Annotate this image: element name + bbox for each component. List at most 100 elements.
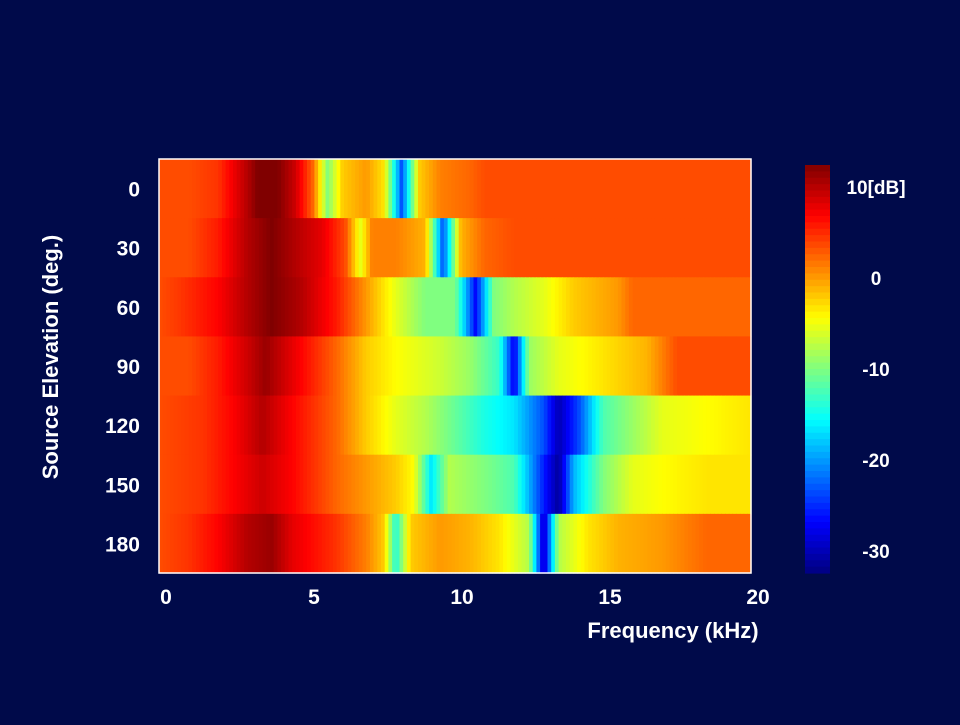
heatmap-cell <box>255 218 260 278</box>
heatmap-cell <box>377 513 382 574</box>
heatmap-cell <box>573 159 578 219</box>
heatmap-cell <box>384 395 389 456</box>
heatmap-cell <box>310 454 315 515</box>
heatmap-cell <box>540 454 545 515</box>
heatmap-cell <box>699 277 704 338</box>
heatmap-cell <box>347 513 352 574</box>
heatmap-cell <box>714 395 719 456</box>
colorbar-segment <box>805 324 830 332</box>
heatmap-cell <box>517 395 523 456</box>
heatmap-cell <box>625 159 630 219</box>
heatmap-cell <box>418 277 423 338</box>
heatmap-cell <box>506 218 512 278</box>
heatmap-cell <box>284 513 290 574</box>
colorbar-segment <box>805 432 830 440</box>
heatmap-cell <box>691 336 697 397</box>
heatmap-cell <box>632 513 637 574</box>
heatmap-cell <box>658 395 663 456</box>
heatmap-cell <box>462 336 467 397</box>
heatmap-cell <box>221 513 227 574</box>
heatmap-cell <box>617 513 623 574</box>
heatmap-cell <box>166 454 171 515</box>
heatmap-cell <box>514 513 519 574</box>
heatmap-cell <box>425 159 430 219</box>
heatmap-cell <box>473 336 478 397</box>
heatmap-cell <box>377 454 382 515</box>
heatmap-cell <box>621 454 626 515</box>
heatmap-cell <box>255 336 260 397</box>
heatmap-cell <box>540 218 545 278</box>
heatmap-cell <box>458 513 463 574</box>
heatmap-cell <box>332 454 338 515</box>
heatmap-cell <box>307 218 312 278</box>
heatmap-cell <box>455 395 460 456</box>
heatmap-cell <box>588 454 593 515</box>
heatmap-cell <box>614 218 619 278</box>
heatmap-cell <box>166 218 171 278</box>
heatmap-cell <box>432 159 438 219</box>
heatmap-cell <box>688 277 693 338</box>
heatmap-cell <box>414 159 419 219</box>
heatmap-cell <box>388 513 393 574</box>
heatmap-cell <box>277 513 282 574</box>
heatmap-cell <box>443 395 449 456</box>
colorbar-segment <box>805 216 830 223</box>
heatmap-cell <box>255 395 260 456</box>
heatmap-cell <box>173 336 179 397</box>
heatmap-cell <box>255 159 260 219</box>
heatmap-cell <box>714 159 719 219</box>
heatmap-cell <box>258 336 264 397</box>
heatmap-cell <box>369 395 375 456</box>
heatmap-cell <box>221 159 227 219</box>
heatmap-cell <box>603 454 608 515</box>
heatmap-cell <box>617 336 623 397</box>
heatmap-cell <box>225 454 230 515</box>
heatmap-cell <box>299 454 304 515</box>
heatmap-cell <box>680 218 685 278</box>
colorbar-segment <box>805 298 830 306</box>
colorbar-segment <box>805 260 830 268</box>
heatmap-cell <box>628 336 634 397</box>
heatmap-cell <box>543 277 549 338</box>
heatmap-cell <box>199 218 204 278</box>
heatmap-cell <box>669 336 674 397</box>
heatmap-cell <box>440 159 445 219</box>
heatmap-cell <box>406 159 412 219</box>
heatmap-cell <box>665 454 671 515</box>
heatmap-cell <box>717 395 722 456</box>
heatmap-cell <box>628 159 634 219</box>
heatmap-cell <box>170 336 175 397</box>
heatmap-cell <box>610 218 615 278</box>
heatmap-cell <box>281 277 286 338</box>
heatmap-cell <box>251 336 256 397</box>
heatmap-cell <box>469 454 475 515</box>
heatmap-cell <box>166 513 171 574</box>
heatmap-cell <box>651 218 656 278</box>
heatmap-cell <box>595 513 600 574</box>
heatmap-cell <box>458 277 463 338</box>
heatmap-cell <box>588 218 593 278</box>
heatmap-cell <box>466 159 471 219</box>
heatmap-cell <box>418 218 423 278</box>
heatmap-cell <box>617 395 623 456</box>
heatmap-cell <box>436 513 441 574</box>
heatmap-cell <box>373 277 378 338</box>
heatmap-cell <box>159 159 164 219</box>
colorbar-segment <box>805 349 830 357</box>
heatmap-cell <box>677 218 682 278</box>
heatmap-cell <box>284 277 290 338</box>
heatmap-cell <box>303 159 308 219</box>
heatmap-cell <box>443 218 449 278</box>
heatmap-cell <box>295 513 301 574</box>
heatmap-cell <box>443 454 449 515</box>
heatmap-cell <box>495 159 500 219</box>
heatmap-cell <box>591 336 597 397</box>
heatmap-cell <box>247 277 253 338</box>
colorbar-segment <box>805 190 830 198</box>
heatmap-cell <box>566 336 571 397</box>
heatmap-cell <box>159 454 164 515</box>
heatmap-cell <box>184 395 190 456</box>
heatmap-cell <box>566 277 571 338</box>
heatmap-cell <box>706 454 711 515</box>
heatmap-cell <box>732 159 737 219</box>
